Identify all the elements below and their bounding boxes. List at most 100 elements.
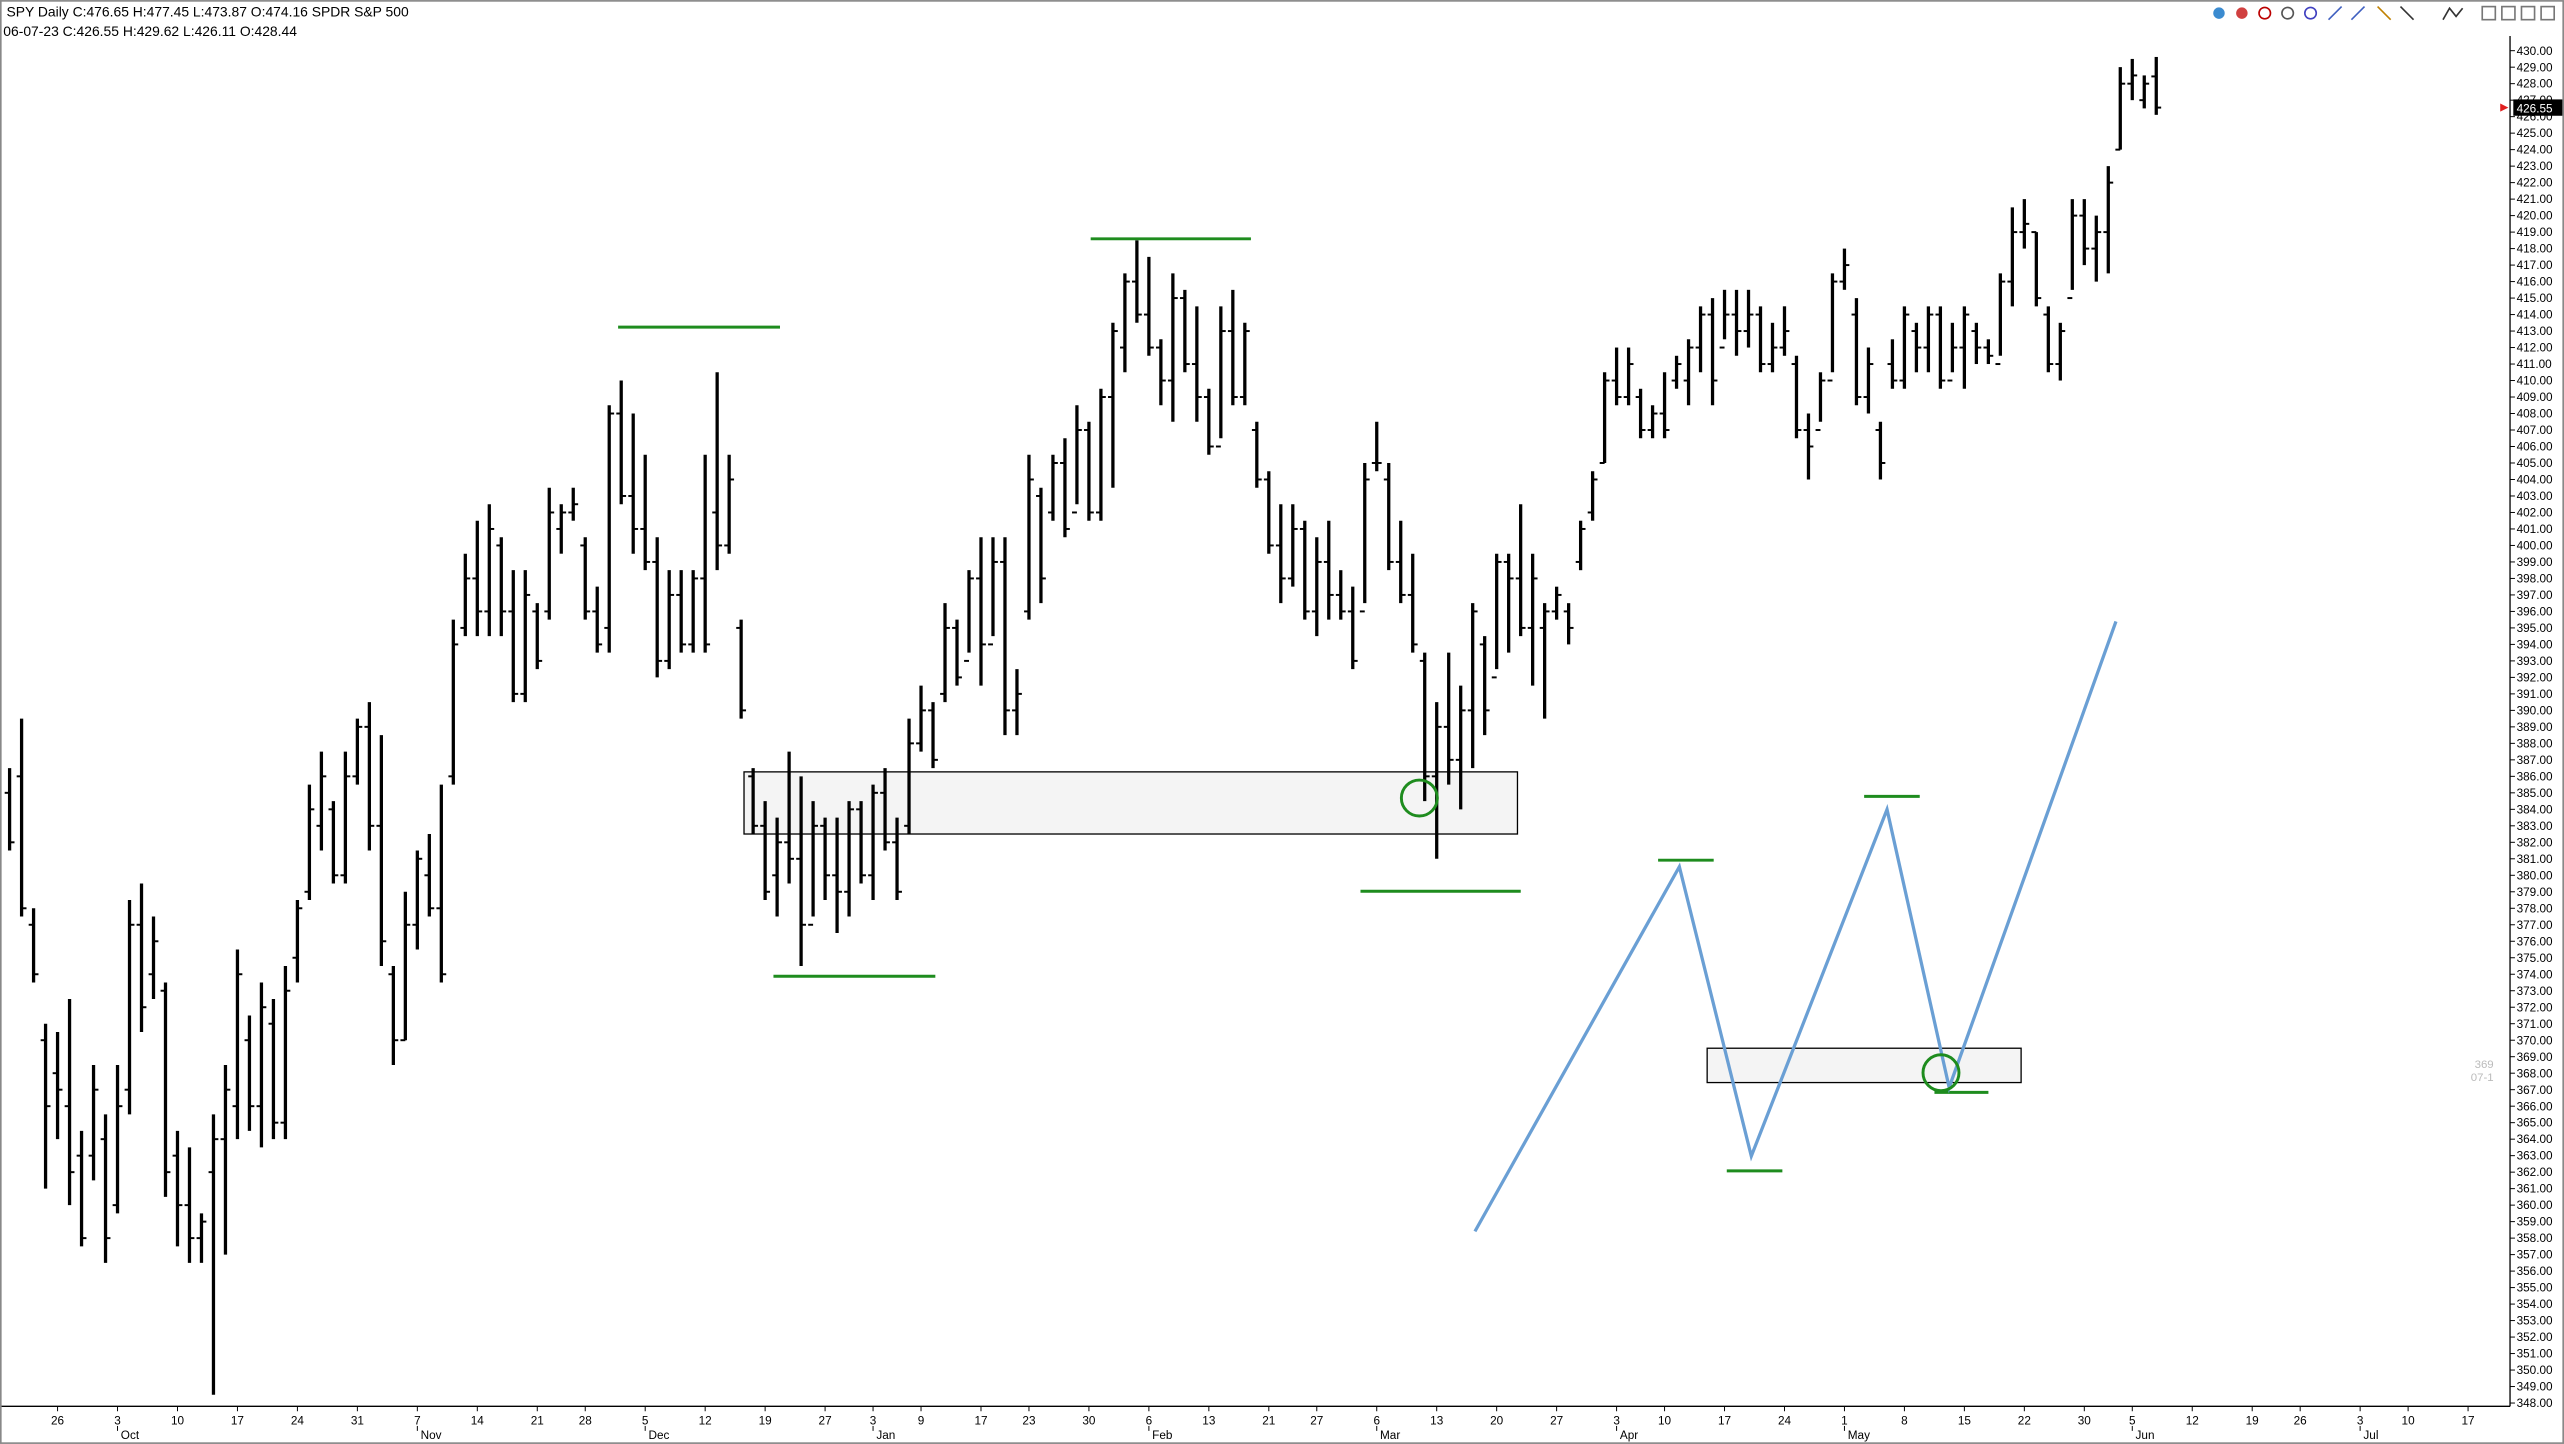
tool-icon[interactable] bbox=[2236, 7, 2248, 19]
y-tick-label: 372.00 bbox=[2517, 1001, 2553, 1014]
x-tick-label: 24 bbox=[291, 1414, 305, 1427]
x-tick-label: 9 bbox=[918, 1414, 925, 1427]
tool-icon[interactable] bbox=[2399, 6, 2415, 21]
annotation: 07-1 bbox=[2471, 1072, 2494, 1084]
y-tick-label: 387.00 bbox=[2517, 754, 2553, 767]
x-tick-label: 21 bbox=[531, 1414, 544, 1427]
y-tick-label: 415.00 bbox=[2517, 292, 2553, 305]
chart-subtitle: 06-07-23 C:426.55 H:429.62 L:426.11 O:42… bbox=[3, 23, 297, 39]
pattern-sketch bbox=[1473, 620, 2118, 1233]
y-tick-label: 364.00 bbox=[2517, 1133, 2553, 1146]
y-tick-label: 351.00 bbox=[2517, 1348, 2553, 1361]
y-tick-label: 355.00 bbox=[2517, 1282, 2553, 1295]
x-tick-label: 17 bbox=[974, 1414, 987, 1427]
x-tick-label: 12 bbox=[2186, 1414, 2199, 1427]
tool-icon[interactable] bbox=[2377, 6, 2392, 21]
y-tick-label: 424.00 bbox=[2517, 144, 2553, 157]
month-label: Feb bbox=[1152, 1429, 1173, 1442]
x-tick-label: 6 bbox=[1146, 1414, 1153, 1427]
tool-icon[interactable] bbox=[2258, 6, 2272, 20]
x-tick-label: 5 bbox=[642, 1414, 649, 1427]
y-tick-label: 361.00 bbox=[2517, 1183, 2553, 1196]
x-tick-label: 3 bbox=[870, 1414, 877, 1427]
month-label: Jan bbox=[876, 1429, 895, 1442]
month-label: Nov bbox=[421, 1429, 442, 1442]
x-tick-label: 17 bbox=[1718, 1414, 1731, 1427]
tool-icon[interactable] bbox=[2350, 6, 2366, 21]
x-tick-label: 27 bbox=[1310, 1414, 1323, 1427]
x-tick-label: 5 bbox=[2129, 1414, 2136, 1427]
y-tick-label: 363.00 bbox=[2517, 1150, 2553, 1163]
tool-icon[interactable] bbox=[2442, 6, 2464, 21]
x-tick-label: 10 bbox=[1658, 1414, 1672, 1427]
y-tick-label: 348.00 bbox=[2517, 1397, 2553, 1410]
y-tick-label: 379.00 bbox=[2517, 886, 2553, 899]
y-tick-label: 365.00 bbox=[2517, 1117, 2553, 1130]
month-label: May bbox=[1848, 1429, 1870, 1442]
y-tick-label: 374.00 bbox=[2517, 968, 2553, 981]
month-label: Dec bbox=[648, 1429, 669, 1442]
y-tick-label: 420.00 bbox=[2517, 210, 2553, 223]
month-label: Apr bbox=[1620, 1429, 1638, 1442]
x-tick-label: 13 bbox=[1430, 1414, 1444, 1427]
x-tick-label: 21 bbox=[1262, 1414, 1275, 1427]
x-tick-label: 19 bbox=[759, 1414, 772, 1427]
x-tick-label: 24 bbox=[1778, 1414, 1792, 1427]
last-price-label: 426.55 bbox=[2517, 102, 2553, 115]
level-lines bbox=[618, 237, 1989, 1173]
month-label: Jul bbox=[2363, 1429, 2378, 1442]
toolbar[interactable] bbox=[2213, 5, 2556, 21]
y-tick-label: 405.00 bbox=[2517, 457, 2553, 470]
y-tick-label: 371.00 bbox=[2517, 1018, 2553, 1031]
tool-icon[interactable] bbox=[2327, 6, 2343, 21]
y-tick-label: 349.00 bbox=[2517, 1381, 2553, 1394]
y-tick-label: 376.00 bbox=[2517, 935, 2553, 948]
y-tick-label: 392.00 bbox=[2517, 671, 2553, 684]
y-tick-label: 409.00 bbox=[2517, 391, 2553, 404]
y-tick-label: 352.00 bbox=[2517, 1331, 2553, 1344]
month-label: Jun bbox=[2136, 1429, 2155, 1442]
highlight-circle bbox=[1921, 1053, 1961, 1093]
y-tick-label: 373.00 bbox=[2517, 985, 2553, 998]
tool-icon[interactable] bbox=[2213, 7, 2225, 19]
y-tick-label: 369.00 bbox=[2517, 1051, 2553, 1064]
tool-icon[interactable] bbox=[2281, 6, 2295, 20]
y-tick-label: 412.00 bbox=[2517, 342, 2553, 355]
x-tick-label: 3 bbox=[2357, 1414, 2364, 1427]
y-tick-label: 400.00 bbox=[2517, 540, 2553, 553]
y-tick-label: 367.00 bbox=[2517, 1084, 2553, 1097]
y-tick-label: 414.00 bbox=[2517, 309, 2553, 322]
y-tick-label: 395.00 bbox=[2517, 622, 2553, 635]
y-tick-label: 383.00 bbox=[2517, 820, 2553, 833]
x-tick-label: 3 bbox=[1613, 1414, 1620, 1427]
window-button[interactable] bbox=[2501, 5, 2516, 21]
y-tick-label: 430.00 bbox=[2517, 45, 2553, 58]
x-tick-label: 19 bbox=[2246, 1414, 2259, 1427]
y-tick-label: 391.00 bbox=[2517, 688, 2553, 701]
y-tick-label: 370.00 bbox=[2517, 1034, 2553, 1047]
y-tick-label: 394.00 bbox=[2517, 638, 2553, 651]
y-tick-label: 354.00 bbox=[2517, 1298, 2553, 1311]
y-tick-label: 378.00 bbox=[2517, 902, 2553, 915]
y-tick-label: 411.00 bbox=[2517, 358, 2553, 371]
y-tick-label: 418.00 bbox=[2517, 243, 2553, 256]
tool-icon[interactable] bbox=[2304, 6, 2318, 20]
x-tick-label: 30 bbox=[1082, 1414, 1096, 1427]
y-tick-label: 388.00 bbox=[2517, 737, 2553, 750]
window-button[interactable] bbox=[2520, 5, 2536, 21]
x-tick-label: 20 bbox=[1490, 1414, 1504, 1427]
y-tick-label: 362.00 bbox=[2517, 1166, 2553, 1179]
y-tick-label: 407.00 bbox=[2517, 424, 2553, 437]
window-button[interactable] bbox=[2481, 5, 2497, 21]
y-tick-label: 358.00 bbox=[2517, 1232, 2553, 1245]
y-tick-label: 353.00 bbox=[2517, 1315, 2553, 1328]
y-tick-label: 422.00 bbox=[2517, 177, 2553, 190]
y-tick-label: 416.00 bbox=[2517, 276, 2553, 289]
y-tick-label: 375.00 bbox=[2517, 952, 2553, 965]
y-tick-label: 408.00 bbox=[2517, 408, 2553, 421]
y-tick-label: 385.00 bbox=[2517, 787, 2553, 800]
window-button[interactable] bbox=[2540, 5, 2556, 21]
